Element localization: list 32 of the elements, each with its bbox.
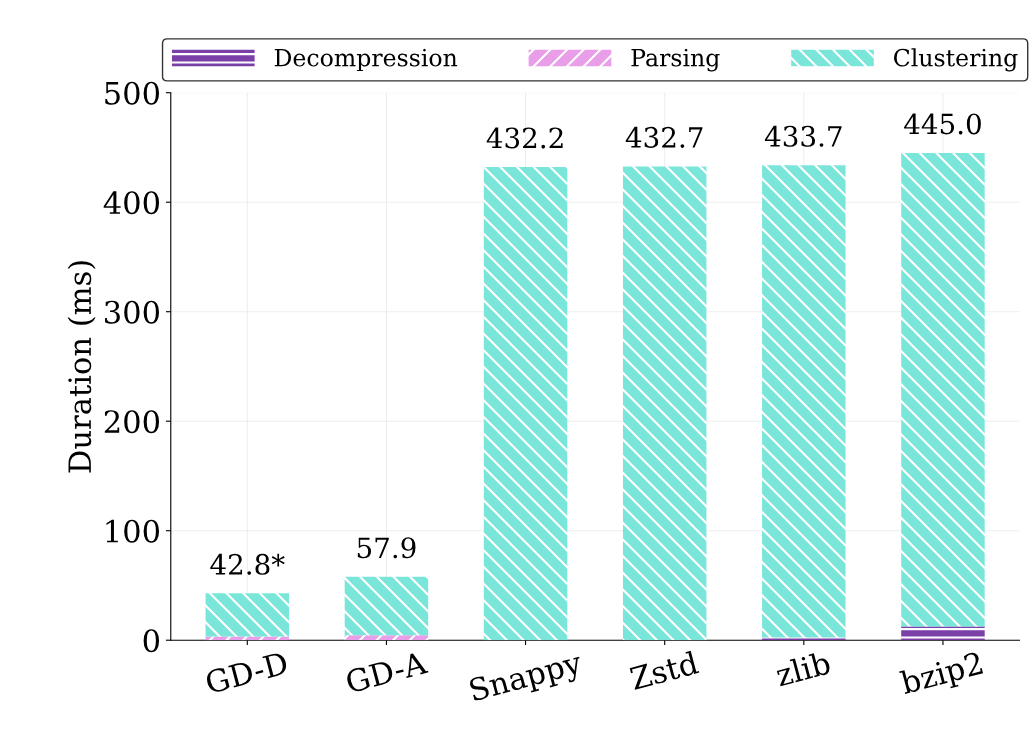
legend-label: Parsing xyxy=(631,48,720,72)
bar xyxy=(622,166,707,641)
y-tick-label: 300 xyxy=(105,300,160,324)
y-tick-label: 100 xyxy=(106,519,160,543)
y-tick-label: 0 xyxy=(143,629,160,653)
legend-label: Clustering xyxy=(894,48,1018,72)
bar xyxy=(344,635,429,641)
total-label: 445.0 xyxy=(904,113,981,135)
x-tick-label: GD-D xyxy=(204,650,289,695)
bar xyxy=(901,152,985,627)
total-label: 432.2 xyxy=(486,127,563,149)
total-label: 42.8* xyxy=(210,553,285,575)
x-tick-label: bzip2 xyxy=(899,650,985,701)
x-tick-label: GD-A xyxy=(344,650,429,694)
x-tick-label: Snappy xyxy=(468,650,585,708)
y-axis-title: Duration (ms) xyxy=(67,261,96,473)
x-tick-label: zlib xyxy=(774,650,832,687)
total-label: 432.7 xyxy=(625,126,703,148)
x-tick-label: Zstd xyxy=(628,650,700,691)
bar xyxy=(205,636,290,641)
bar xyxy=(762,637,846,641)
legend-label: Decompression xyxy=(274,48,458,72)
y-tick-label: 400 xyxy=(103,191,160,215)
total-label: 433.7 xyxy=(764,125,842,147)
bar xyxy=(762,165,846,638)
bar xyxy=(901,626,985,641)
bar xyxy=(483,166,568,641)
bar xyxy=(205,593,290,637)
total-label: 57.9 xyxy=(357,537,416,559)
y-tick-label: 200 xyxy=(104,410,160,434)
bar xyxy=(344,576,429,636)
y-tick-label: 500 xyxy=(105,81,160,105)
